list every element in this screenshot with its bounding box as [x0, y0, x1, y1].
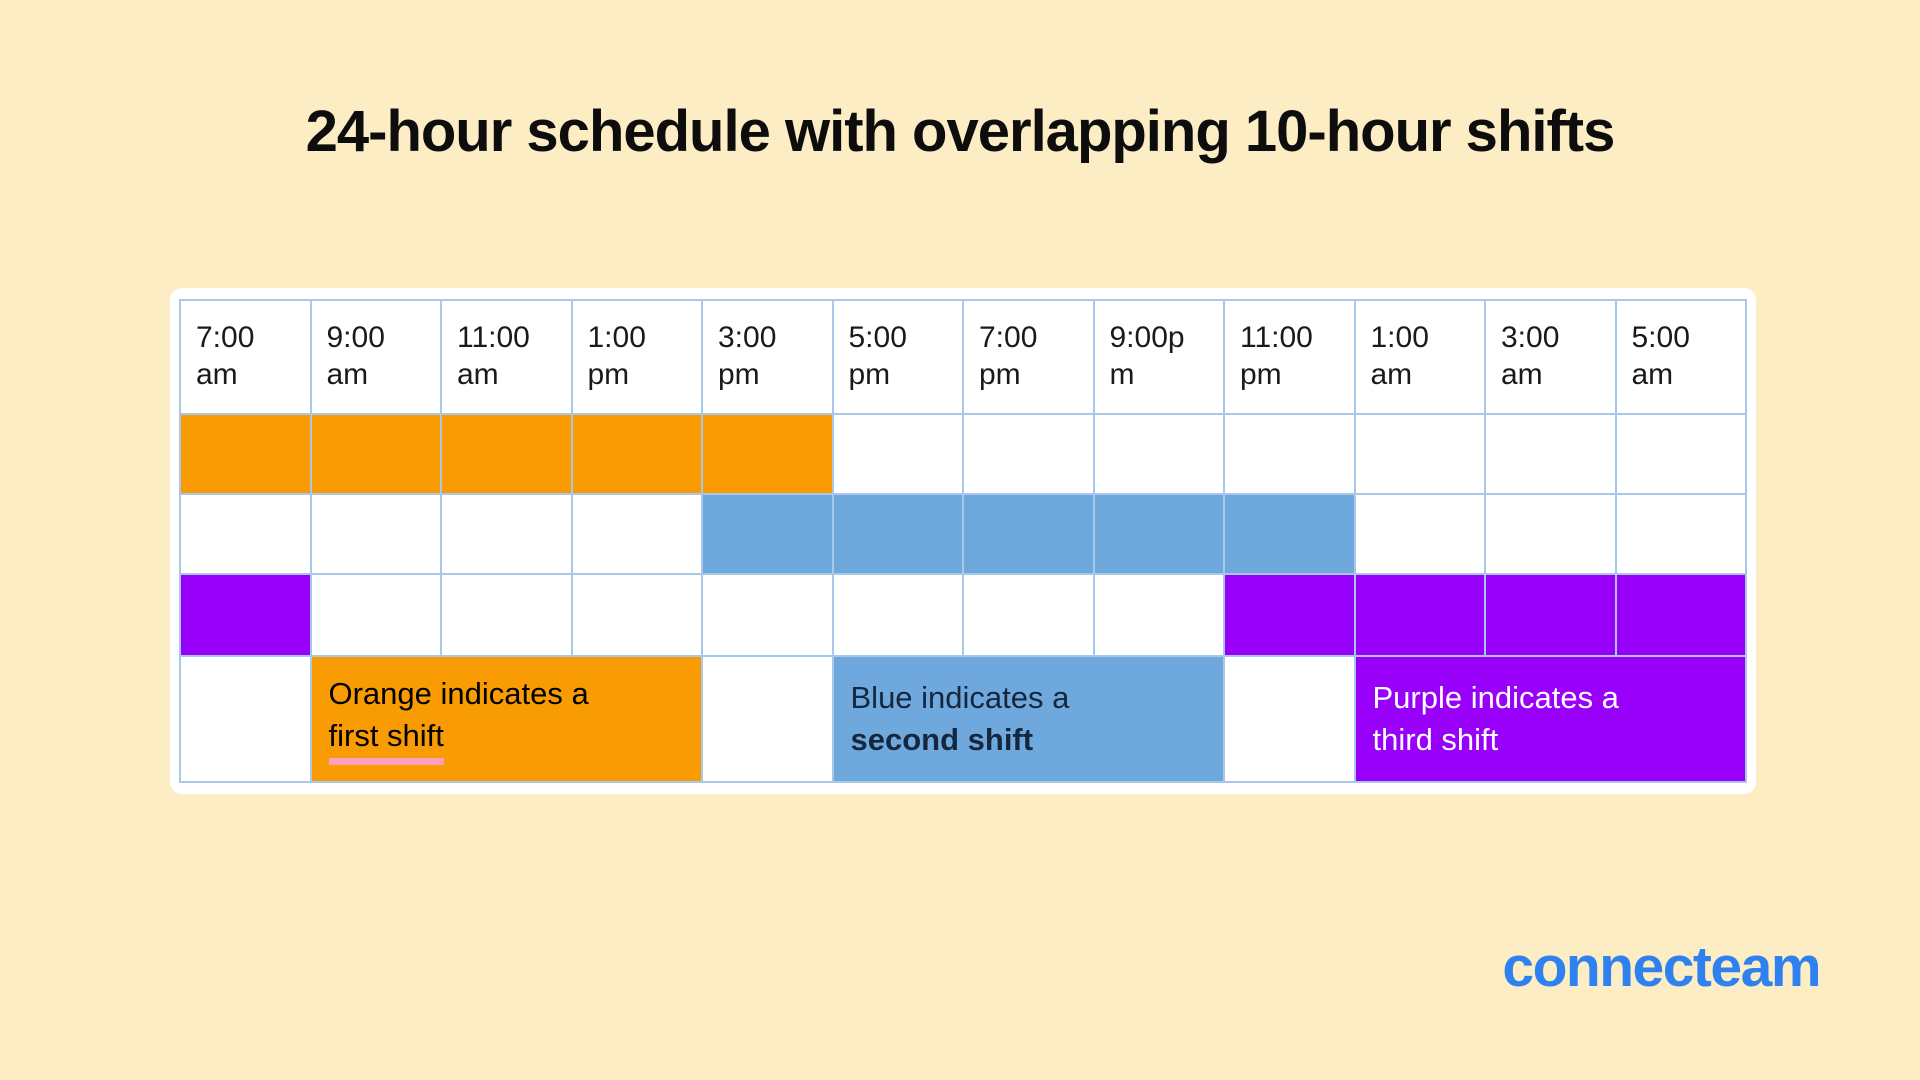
empty-cell — [964, 415, 1093, 493]
legend-text-line: Orange indicates a — [329, 673, 696, 715]
time-header-label: 1:00 pm — [587, 321, 646, 391]
time-header-3: 11:00 am — [442, 301, 571, 413]
empty-cell — [1094, 575, 1223, 655]
legend-spacer-cell — [1225, 657, 1354, 781]
empty-cell — [964, 575, 1093, 655]
legend-text: third shift — [1372, 722, 1499, 757]
legend-text: Blue indicates a — [850, 680, 1070, 716]
legend-text-line: second shift — [851, 719, 1218, 761]
time-header-8: 9:00pm — [1094, 301, 1223, 413]
time-header-2: 9:00 am — [311, 301, 440, 413]
time-header-11: 3:00 am — [1486, 301, 1615, 413]
time-header-label: 3:00 am — [1501, 321, 1560, 391]
legend-text-line: first shift — [328, 715, 696, 765]
empty-cell — [833, 575, 962, 655]
empty-cell — [572, 495, 701, 573]
schedule-grid: 7:00 am 9:00 am 11:00 am 1:00 pm 3:00 pm 5:00… — [179, 299, 1747, 783]
second-shift-cell — [1225, 495, 1354, 573]
time-header-12: 5:00 am — [1616, 301, 1745, 413]
empty-cell — [1094, 415, 1223, 493]
empty-cell — [442, 575, 571, 655]
empty-cell — [1225, 415, 1354, 493]
legend-text: first shift — [328, 715, 444, 765]
legend-third-shift: Purple indicates a third shift — [1355, 657, 1745, 781]
time-header-5: 3:00 pm — [703, 301, 832, 413]
empty-cell — [1486, 415, 1615, 493]
time-header-9: 11:00 pm — [1225, 301, 1354, 413]
third-shift-cell — [181, 575, 310, 655]
time-header-label: 9:00 am — [326, 321, 385, 391]
empty-cell — [1486, 495, 1615, 573]
empty-cell — [181, 495, 310, 573]
time-header-1: 7:00 am — [181, 301, 310, 413]
empty-cell — [833, 415, 962, 493]
second-shift-cell — [833, 495, 962, 573]
time-header-label: 5:00 am — [1631, 321, 1690, 391]
legend-second-shift: Blue indicates a second shift — [833, 657, 1223, 781]
first-shift-cell — [311, 415, 440, 493]
legend-first-shift: Orange indicates a first shift — [311, 657, 701, 781]
legend-text: Orange indicates a — [328, 676, 589, 712]
third-shift-cell — [1225, 575, 1354, 655]
time-header-10: 1:00 am — [1355, 301, 1484, 413]
legend-text-line: third shift — [1373, 719, 1740, 761]
empty-cell — [1355, 495, 1484, 573]
time-header-7: 7:00 pm — [964, 301, 1093, 413]
empty-cell — [442, 495, 571, 573]
legend-spacer-cell — [703, 657, 832, 781]
time-header-label: 7:00 am — [196, 321, 255, 391]
time-header-6: 5:00 pm — [833, 301, 962, 413]
empty-cell — [311, 575, 440, 655]
connecteam-logo: connecteam — [1502, 935, 1821, 999]
empty-cell — [572, 575, 701, 655]
empty-cell — [311, 495, 440, 573]
legend-text-line: Blue indicates a — [851, 677, 1218, 719]
time-header-label: 7:00 pm — [979, 321, 1038, 391]
schedule-table-card: 7:00 am 9:00 am 11:00 am 1:00 pm 3:00 pm 5:00… — [170, 288, 1756, 794]
time-header-label: 11:00 pm — [1240, 321, 1313, 391]
first-shift-cell — [442, 415, 571, 493]
empty-cell — [1616, 495, 1745, 573]
legend-text-line: Purple indicates a — [1373, 677, 1740, 719]
time-header-label: 11:00 am — [457, 321, 530, 391]
empty-cell — [1616, 415, 1745, 493]
first-shift-cell — [572, 415, 701, 493]
time-header-label: 1:00 am — [1370, 321, 1429, 391]
legend-text: Purple indicates a — [1372, 680, 1619, 716]
second-shift-cell — [1094, 495, 1223, 573]
empty-cell — [703, 575, 832, 655]
third-shift-cell — [1616, 575, 1745, 655]
legend-text: second shift — [850, 722, 1034, 757]
second-shift-cell — [964, 495, 1093, 573]
third-shift-cell — [1355, 575, 1484, 655]
time-header-4: 1:00 pm — [572, 301, 701, 413]
second-shift-cell — [703, 495, 832, 573]
third-shift-cell — [1486, 575, 1615, 655]
legend-spacer-cell — [181, 657, 310, 781]
time-header-label: 5:00 pm — [848, 321, 907, 391]
time-header-label: 9:00pm — [1109, 321, 1185, 391]
empty-cell — [1355, 415, 1484, 493]
first-shift-cell — [181, 415, 310, 493]
first-shift-cell — [703, 415, 832, 493]
time-header-label: 3:00 pm — [718, 321, 777, 391]
page-title: 24-hour schedule with overlapping 10-hou… — [305, 99, 1616, 164]
